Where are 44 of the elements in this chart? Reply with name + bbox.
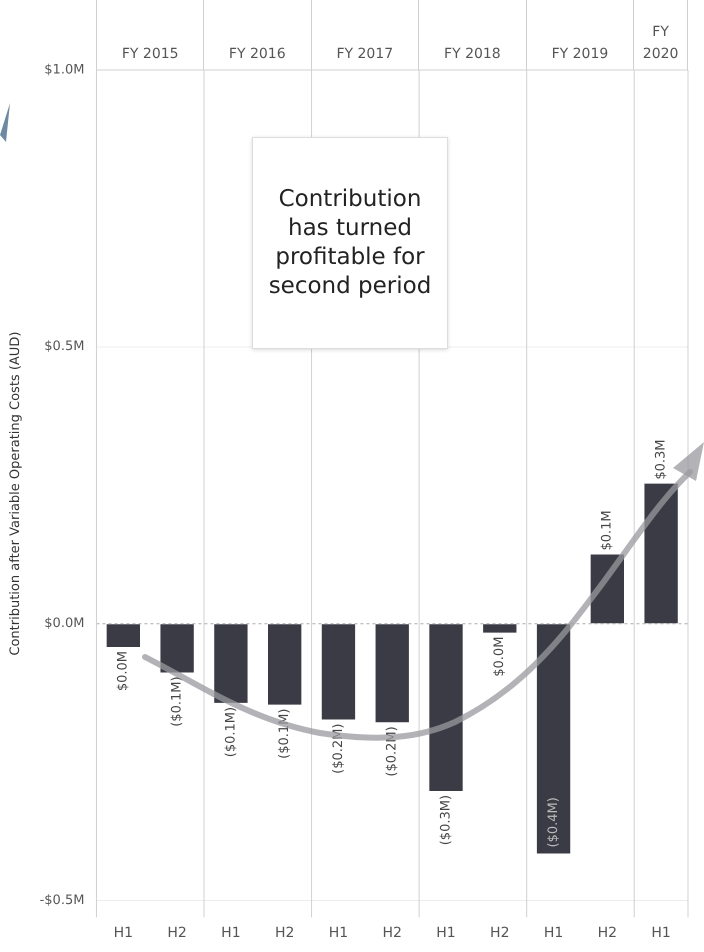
bar [429, 624, 463, 791]
bar [160, 624, 194, 672]
data-label: ($0.1M) [277, 708, 292, 759]
x-tick-label: H1 [436, 925, 456, 942]
bar [268, 624, 302, 705]
bar [106, 624, 140, 647]
data-label: $0.0M [492, 636, 508, 677]
data-label: $0.3M [653, 439, 668, 480]
x-tick-label: H2 [598, 925, 618, 942]
data-label: ($0.2M) [384, 726, 400, 777]
x-tick-label: H2 [490, 925, 510, 942]
y-tick-label: -$0.5M [40, 892, 84, 908]
x-tick-label: H1 [651, 925, 671, 942]
x-tick-label: H1 [544, 925, 564, 942]
x-tick-label: H1 [221, 925, 241, 942]
y-axis-title: Contribution after Variable Operating Costs (AUD) [8, 332, 24, 656]
data-label: ($0.1M) [223, 706, 238, 758]
data-label: ($0.4M) [546, 797, 561, 848]
x-tick-label: H2 [382, 925, 402, 942]
bar [322, 624, 356, 720]
y-tick-label: $1.0M [44, 62, 84, 78]
bar [483, 624, 516, 633]
data-label: $0.0M [116, 650, 131, 692]
x-tick-label: H2 [274, 925, 294, 942]
text: FY 2019 [526, 0, 634, 70]
bar [214, 624, 248, 703]
text: FY 2016 [204, 0, 312, 70]
text: FY 2018 [419, 0, 527, 70]
bar [376, 624, 409, 722]
bar [536, 624, 570, 854]
y-tick-label: $0.0M [44, 616, 84, 632]
y-tick-label: $0.5M [44, 339, 84, 354]
text: FY 2017 [312, 0, 420, 70]
text: FY 2020 [634, 0, 688, 70]
x-tick-label: H1 [114, 925, 134, 942]
data-label: ($0.2M) [330, 724, 346, 774]
data-label: ($0.3M) [438, 794, 454, 846]
data-label: ($0.1M) [169, 676, 184, 727]
note-box: Contribution has turned profitable for second period [252, 137, 448, 349]
data-label: $0.1M [600, 510, 615, 551]
text: FY 2015 [96, 0, 204, 70]
x-tick-label: H2 [167, 925, 187, 942]
x-tick-label: H1 [328, 925, 348, 942]
bar [644, 484, 678, 624]
